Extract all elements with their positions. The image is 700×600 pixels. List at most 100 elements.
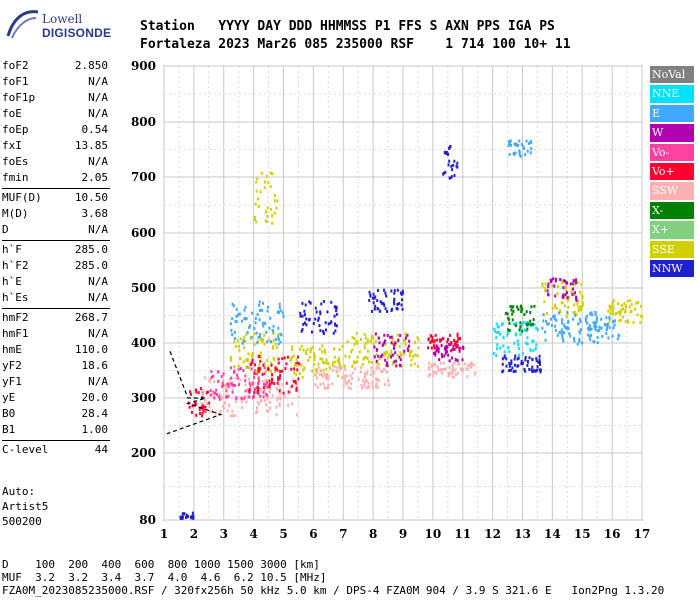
data-point: [251, 380, 254, 384]
data-point: [317, 318, 320, 322]
data-point: [579, 308, 582, 312]
data-point: [277, 376, 280, 380]
param-row: h`Es N/A: [2, 290, 110, 306]
data-point: [601, 334, 604, 338]
data-point: [331, 368, 334, 372]
legend: NoVal NNE E W Vo- Vo+ SSW X- X+ SSE NNW: [650, 66, 694, 279]
data-point: [371, 382, 374, 386]
data-point: [395, 341, 398, 345]
data-point: [526, 342, 529, 346]
data-point: [245, 400, 248, 404]
data-point: [356, 342, 359, 346]
data-point: [532, 339, 535, 343]
data-point: [234, 400, 237, 404]
data-point: [435, 348, 438, 352]
data-point: [231, 302, 234, 306]
data-point: [244, 379, 247, 383]
data-point: [259, 355, 262, 359]
header-value-1: 2023: [218, 37, 258, 52]
data-point: [526, 149, 529, 153]
data-point: [342, 384, 345, 388]
data-point: [265, 330, 268, 334]
data-point: [360, 338, 363, 342]
data-point: [450, 349, 453, 353]
data-point: [323, 348, 326, 352]
header-value-5: RSF: [390, 37, 446, 52]
data-point: [244, 339, 247, 343]
header-label-5: P1: [374, 19, 399, 34]
data-point: [270, 363, 273, 367]
data-point: [243, 335, 246, 339]
data-point: [630, 309, 633, 313]
data-point: [528, 356, 531, 360]
data-point: [561, 336, 564, 340]
data-point: [281, 311, 284, 315]
data-point: [471, 362, 474, 366]
data-point: [372, 336, 375, 340]
data-point: [552, 315, 555, 319]
data-point: [273, 382, 276, 386]
data-point: [336, 366, 339, 370]
data-point: [624, 319, 627, 323]
data-point: [250, 335, 253, 339]
autoscaling-info: Auto: Artist5 500200: [2, 484, 48, 529]
data-point: [316, 385, 319, 389]
data-point: [439, 361, 442, 365]
data-point: [492, 351, 495, 355]
data-point: [544, 286, 547, 290]
param-value: 268.7: [74, 311, 108, 324]
data-point: [192, 516, 195, 520]
data-point: [609, 311, 612, 315]
data-point: [355, 340, 358, 344]
x-tick-label: 16: [604, 527, 621, 541]
param-row: MUF(D) 10.50: [2, 190, 110, 206]
data-point: [506, 333, 509, 337]
data-point: [269, 207, 272, 211]
data-point: [541, 282, 544, 286]
data-point: [516, 305, 519, 309]
data-point: [519, 321, 522, 325]
data-point: [578, 308, 581, 312]
data-point: [374, 339, 377, 343]
data-point: [573, 293, 576, 297]
data-point: [566, 327, 569, 331]
header-label-2: DAY: [257, 19, 289, 34]
data-point: [272, 356, 275, 360]
data-point: [331, 382, 334, 386]
data-point: [588, 335, 591, 339]
data-point: [457, 362, 460, 366]
data-point: [522, 321, 525, 325]
data-point: [606, 323, 609, 327]
data-point: [463, 362, 466, 366]
data-point: [510, 308, 513, 312]
data-point: [458, 337, 461, 341]
data-point: [279, 340, 282, 344]
data-point: [258, 381, 261, 385]
data-point: [386, 363, 389, 367]
data-point: [258, 318, 261, 322]
data-point: [607, 336, 610, 340]
data-point: [345, 374, 348, 378]
data-point: [256, 177, 259, 181]
data-point: [249, 363, 252, 367]
data-point: [517, 356, 520, 360]
data-point: [404, 336, 407, 340]
data-point: [626, 299, 629, 303]
param-row: h`E N/A: [2, 274, 110, 290]
data-point: [585, 319, 588, 323]
data-point: [530, 305, 533, 309]
data-point: [594, 323, 597, 327]
data-point: [428, 361, 431, 365]
data-point: [517, 144, 520, 148]
param-separator: [2, 308, 110, 309]
data-point: [529, 151, 532, 155]
footer-file-row: FZA0M_2023085235000.RSF / 320fx256h 50 k…: [2, 584, 665, 597]
data-point: [452, 163, 455, 167]
data-point: [344, 354, 347, 358]
data-point: [285, 362, 288, 366]
data-point: [442, 172, 445, 176]
data-point: [576, 342, 579, 346]
data-point: [214, 392, 217, 396]
data-point: [367, 340, 370, 344]
data-point: [228, 394, 231, 398]
